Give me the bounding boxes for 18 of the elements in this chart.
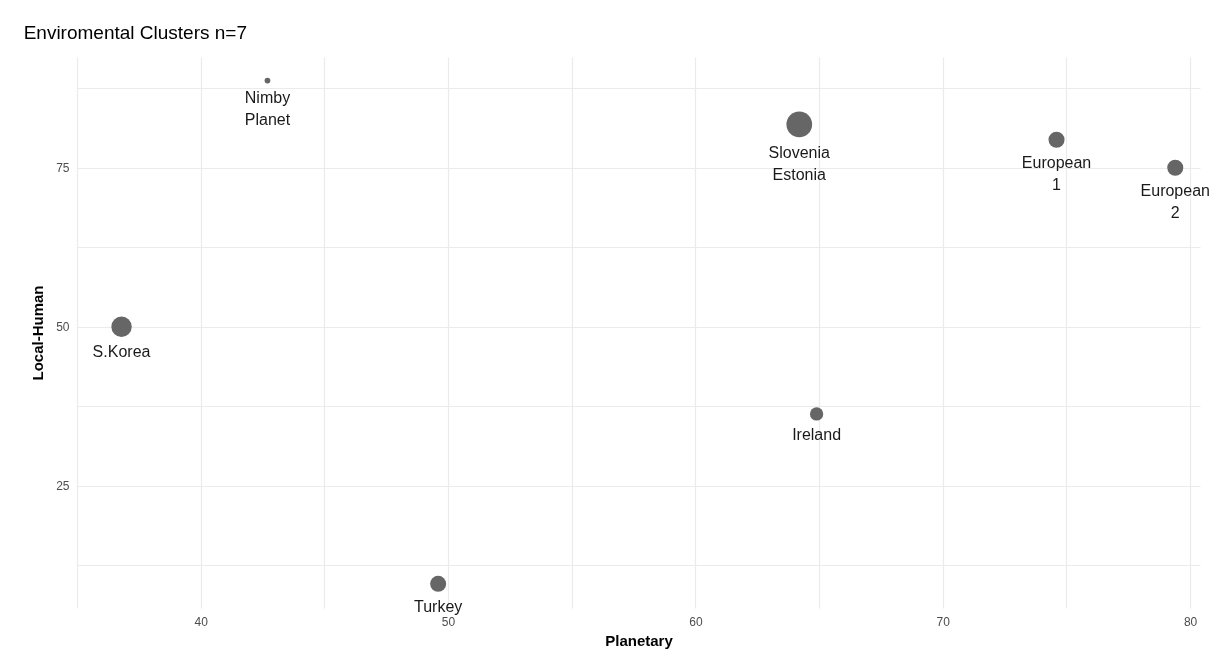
series-label: Turkey (413, 597, 463, 615)
x-axis-title: Planetary (605, 631, 674, 649)
series-label: European 2 (1140, 181, 1210, 221)
x-tick-label: 40 (194, 614, 209, 629)
x-tick-label: 80 (1183, 614, 1198, 629)
y-tick-label: 75 (56, 161, 70, 176)
x-tick-label: 60 (689, 614, 703, 629)
series-label: Slovenia Estonia (768, 143, 831, 183)
series-label: Nimby Planet (244, 88, 291, 128)
y-tick-label: 50 (56, 320, 70, 335)
x-tick-label: 70 (936, 614, 951, 629)
x-tick-label: 50 (441, 614, 456, 629)
y-tick-label: 25 (56, 479, 70, 494)
series-label: S.Korea (92, 343, 151, 361)
chart-title: Enviromental Clusters n=7 (23, 22, 248, 43)
series-label: Ireland (792, 426, 842, 444)
y-axis-title: Local-Human (29, 285, 47, 381)
series-label: European 1 (1021, 153, 1092, 193)
